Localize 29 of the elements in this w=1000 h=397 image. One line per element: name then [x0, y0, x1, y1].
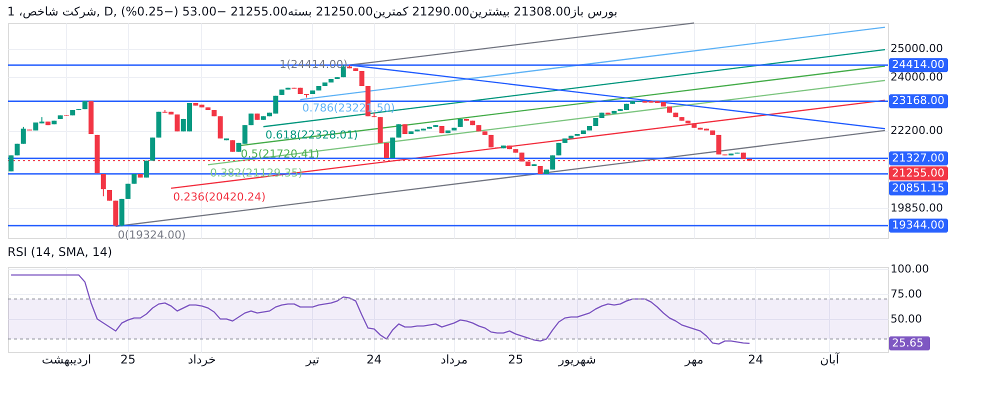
y-tick-label: 24000.00 — [890, 70, 943, 84]
ref-line-label: 21255.00 — [892, 166, 944, 180]
annotation: 0(19324.00) — [118, 228, 186, 242]
y-tick-label: 50.00 — [890, 312, 922, 326]
y-tick-label: 75.00 — [890, 288, 922, 300]
y-tick-label: 100.00 — [890, 262, 929, 276]
x-tick-label: 24 — [366, 352, 382, 366]
x-tick-label: خرداد — [188, 352, 216, 366]
y-tick-label: 22200.00 — [890, 124, 943, 138]
text: 25.65 — [892, 336, 924, 350]
x-tick-label: مرداد — [440, 352, 468, 366]
x-tick-label: 25 — [120, 352, 136, 366]
ref-line-label: 19344.00 — [892, 218, 944, 232]
x-tick-label: اردیبهشت — [42, 352, 92, 366]
ref-line-label: 24414.00 — [892, 58, 944, 72]
ref-line-label: 20851.15 — [892, 181, 944, 194]
x-tick-label: مهر — [684, 352, 704, 366]
y-tick-label: 25000.00 — [890, 42, 943, 56]
x-tick-label: 24 — [748, 352, 764, 366]
chart-title: RSI (14, SMA, 14) — [8, 245, 112, 259]
ref-line-label: 23168.00 — [892, 94, 944, 108]
chart-title: شرکت شاخص، 1, D, بورس باز21308.00 بیشترین21290.00 کمترین21250.00 بسته21255.00 −53.00 (−0.25%) — [7, 4, 618, 18]
x-tick-label: 25 — [508, 352, 524, 366]
ref-line-label: 21327.00 — [892, 151, 944, 164]
y-tick-label: 19850.00 — [890, 201, 943, 214]
annotation: 0.236(20420.24) — [173, 190, 266, 204]
x-tick-label: تیر — [304, 352, 320, 366]
x-tick-label: شهریور — [557, 352, 596, 366]
x-tick-label: آبان — [820, 352, 840, 366]
